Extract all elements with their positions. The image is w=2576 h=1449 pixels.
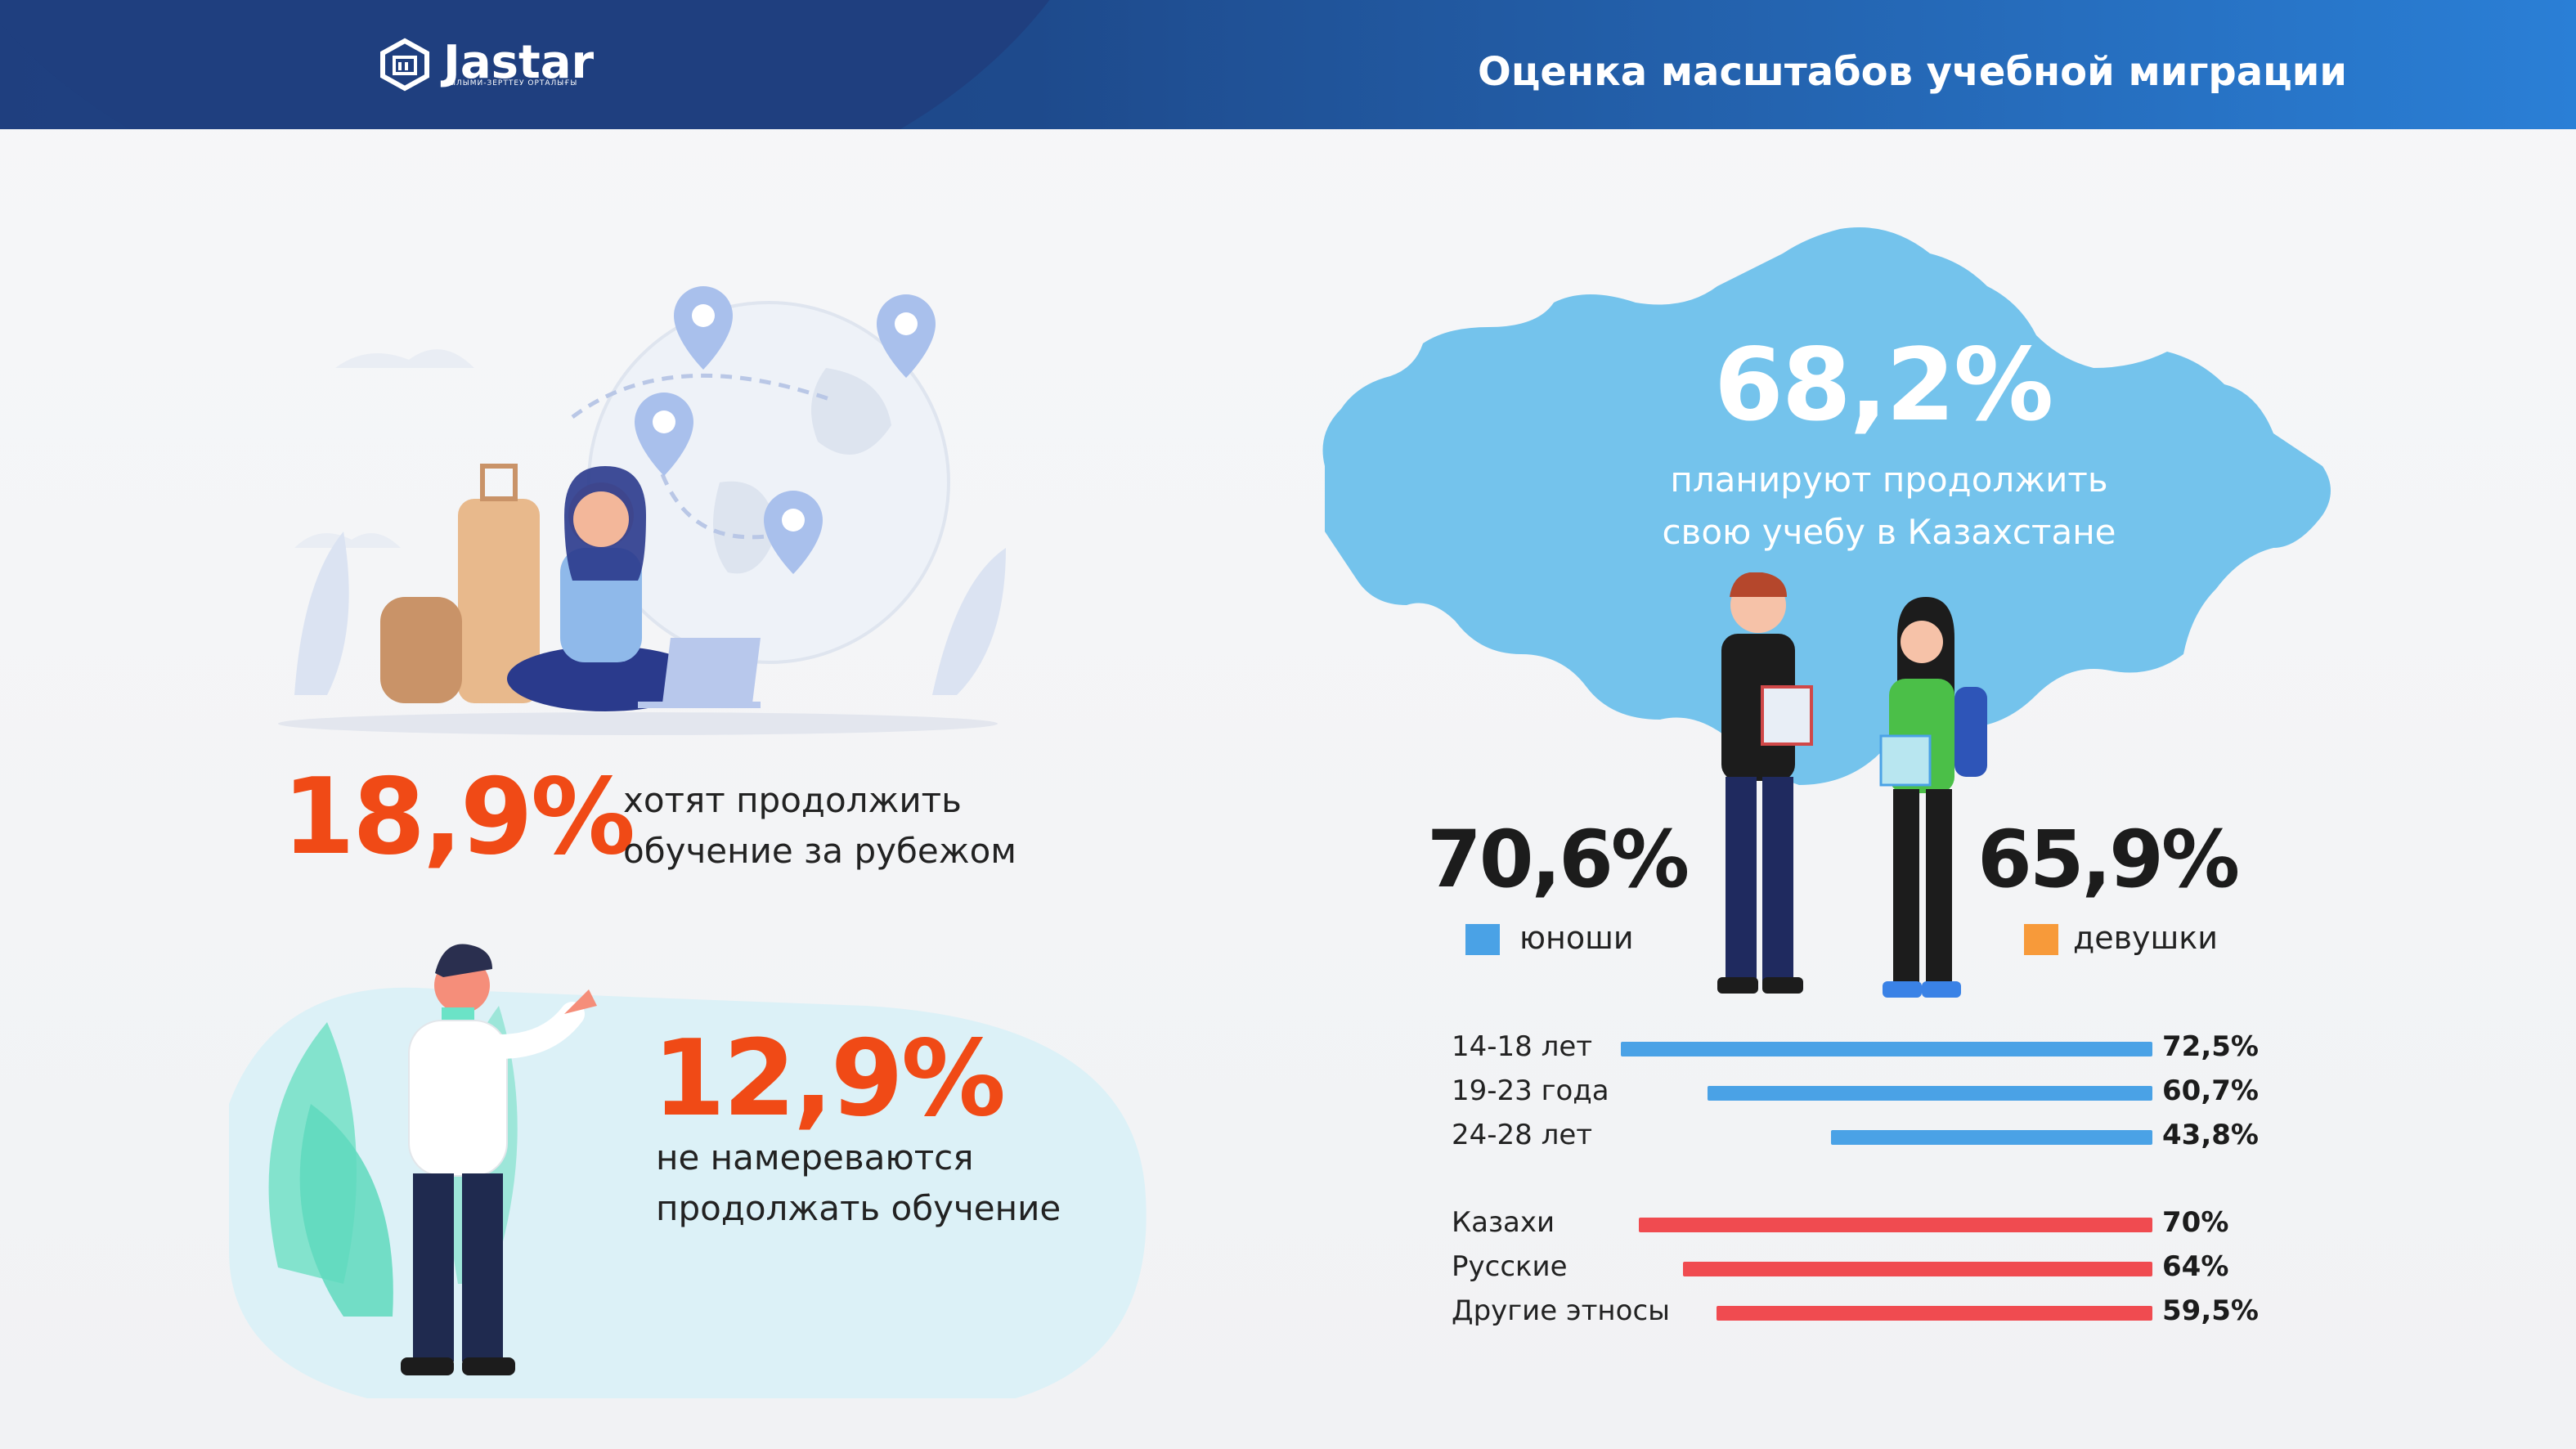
man-shoe <box>401 1357 454 1375</box>
laptop-icon <box>662 638 761 703</box>
bar-mark <box>1831 1130 2152 1145</box>
bar-value-label: 59,5% <box>2162 1294 2259 1327</box>
location-pin-icon <box>635 393 693 476</box>
bar-category-label: 14-18 лет <box>1452 1030 1593 1063</box>
male-value: 70,6% <box>1427 814 1690 905</box>
bar-mark <box>1683 1262 2152 1276</box>
bar-value-label: 60,7% <box>2162 1074 2259 1107</box>
man-leg <box>462 1173 503 1362</box>
bar-mark <box>1707 1086 2152 1101</box>
bar-category-label: Русские <box>1452 1250 1568 1283</box>
stat-kazakhstan-value: 68,2% <box>1714 327 2053 443</box>
continent-shape <box>811 368 891 455</box>
bar-value-label: 64% <box>2162 1250 2229 1283</box>
suitcase-icon <box>458 499 540 703</box>
stat-kazakhstan-line2: свою учебу в Казахстане <box>1662 512 2116 552</box>
brand-subtitle: ҒЫЛЫМИ-ЗЕРТТЕУ ОРТАЛЫҒЫ <box>443 79 578 87</box>
ground-shadow <box>278 712 998 735</box>
stat-not-continue-line1: не намереваются <box>656 1137 974 1178</box>
logo-icon <box>380 38 429 92</box>
boy-hair <box>1730 572 1787 597</box>
stat-abroad-text: хотят продолжить обучение за рубежом <box>623 775 1016 877</box>
students-illustration <box>1717 572 1987 998</box>
bar-mark <box>1639 1218 2152 1232</box>
bar-category-label: Другие этносы <box>1452 1294 1670 1327</box>
girl-leg <box>1893 789 1919 985</box>
location-pin-icon <box>674 286 733 370</box>
route-line <box>660 473 794 540</box>
location-pin-icon <box>764 491 823 574</box>
stat-not-continue-value: 12,9% <box>653 1018 1006 1140</box>
plant-leaf <box>932 548 1006 695</box>
bar-category-label: Казахи <box>1452 1206 1555 1239</box>
male-legend-square <box>1465 924 1500 955</box>
book-icon <box>1761 685 1813 746</box>
bar-mark <box>1621 1042 2152 1056</box>
brand-name: Jastar <box>443 36 595 89</box>
boy-leg <box>1726 777 1757 981</box>
woman-legs <box>507 646 703 711</box>
bar-category-label: 24-28 лет <box>1452 1119 1593 1151</box>
travel-illustration <box>278 286 1006 735</box>
stat-kazakhstan-text: планируют продолжить свою учебу в Казахс… <box>1619 454 2159 559</box>
boy-shoe <box>1762 977 1803 994</box>
plant-leaf <box>299 1104 393 1317</box>
page-title: Оценка масштабов учебной миграции <box>1478 49 2347 95</box>
stat-not-continue-line2: продолжать обучение <box>656 1188 1061 1228</box>
boy-shoe <box>1717 977 1758 994</box>
continent-shape <box>713 481 777 574</box>
logo: Jastar ҒЫЛЫМИ-ЗЕРТТЕУ ОРТАЛЫҒЫ <box>378 38 594 92</box>
female-value: 65,9% <box>1977 814 2240 905</box>
man-illustration <box>229 944 1147 1398</box>
stat-abroad-line2: обучение за рубежом <box>623 831 1016 871</box>
man-hand <box>564 989 597 1014</box>
girl-shoe <box>1922 981 1961 998</box>
cloud-shape <box>294 533 401 548</box>
bar-category-label: 19-23 года <box>1452 1074 1609 1107</box>
stat-kazakhstan-line1: планируют продолжить <box>1670 460 2108 500</box>
man-shoe <box>462 1357 515 1375</box>
header-bar: Jastar ҒЫЛЫМИ-ЗЕРТТЕУ ОРТАЛЫҒЫ Оценка ма… <box>0 0 2576 129</box>
stat-abroad-value: 18,9% <box>282 756 635 878</box>
male-label: юноши <box>1519 920 1634 956</box>
location-pin-icon <box>877 294 936 378</box>
man-hair <box>435 944 492 977</box>
route-line <box>571 373 835 419</box>
girl-leg <box>1926 789 1952 985</box>
bar-mark <box>1716 1306 2152 1321</box>
book-icon <box>1879 734 1932 787</box>
stat-abroad-line1: хотят продолжить <box>623 780 962 820</box>
stat-not-continue-text: не намереваются продолжать обучение <box>656 1133 1061 1234</box>
man-leg <box>413 1173 454 1362</box>
backpack-icon <box>380 597 462 703</box>
bar-value-label: 72,5% <box>2162 1030 2259 1063</box>
female-label: девушки <box>2073 920 2218 956</box>
boy-leg <box>1762 777 1793 981</box>
cloud-shape <box>335 349 474 368</box>
woman-face <box>573 491 629 547</box>
man-shirt <box>408 1020 508 1177</box>
bar-value-label: 70% <box>2162 1206 2229 1239</box>
girl-shoe <box>1883 981 1922 998</box>
map-shape <box>1322 227 2331 785</box>
kazakhstan-map <box>1322 227 2331 785</box>
backpack-icon <box>1954 687 1987 777</box>
plant-leaf <box>294 532 349 695</box>
bar-value-label: 43,8% <box>2162 1119 2259 1151</box>
female-legend-square <box>2024 924 2058 955</box>
